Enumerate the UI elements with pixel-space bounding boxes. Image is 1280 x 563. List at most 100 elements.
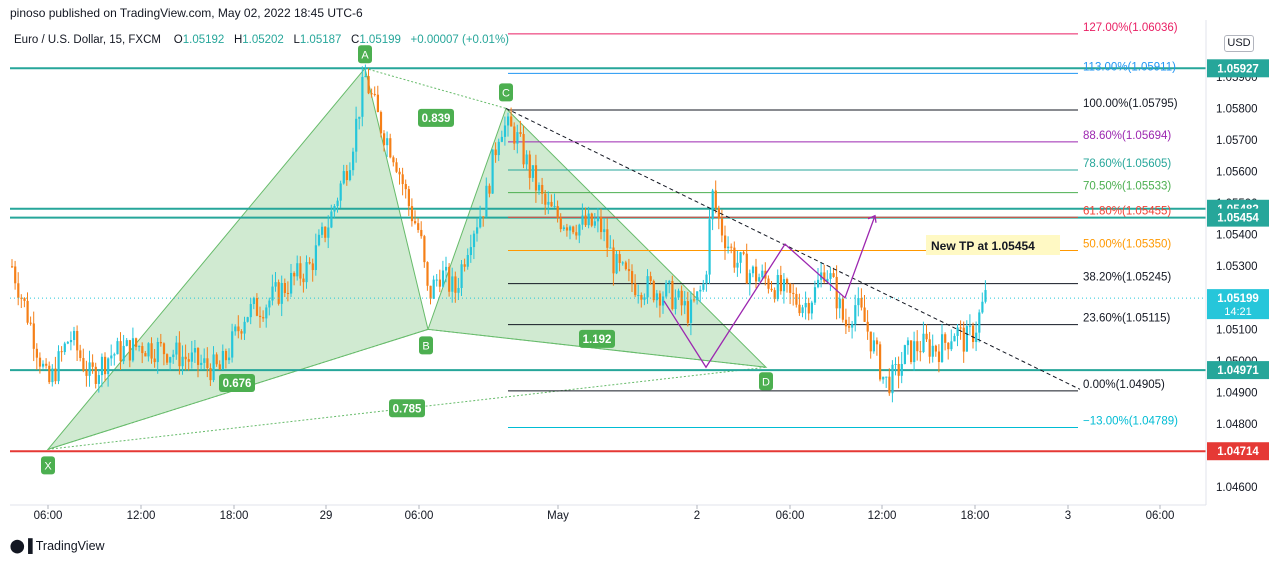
open-value: 1.05192 bbox=[182, 34, 225, 46]
close-label: C bbox=[351, 34, 360, 46]
candle-body bbox=[720, 218, 724, 236]
candle-body bbox=[962, 327, 965, 352]
candle-body bbox=[228, 357, 231, 361]
ratio-label: 0.676 bbox=[223, 378, 252, 390]
candle-body bbox=[978, 312, 981, 333]
fib-level-label: 100.00%(1.05795) bbox=[1083, 98, 1178, 110]
change-value: +0.00007 (+0.01%) bbox=[410, 34, 509, 46]
candle-body bbox=[584, 215, 587, 226]
candle-body bbox=[953, 335, 956, 342]
candle-body bbox=[184, 356, 187, 360]
candle-body bbox=[838, 298, 841, 309]
candle-body bbox=[246, 317, 249, 322]
candle-body bbox=[386, 138, 389, 146]
candle-body bbox=[122, 345, 125, 362]
time-tick-label: May bbox=[547, 510, 569, 522]
candle-body bbox=[891, 364, 894, 394]
candle-body bbox=[507, 116, 510, 126]
candle-body bbox=[169, 357, 172, 363]
candle-body bbox=[91, 362, 94, 367]
tradingview-logo-icon: ⬤▐ bbox=[10, 538, 33, 553]
candle-body bbox=[804, 302, 807, 308]
candle-body bbox=[925, 333, 928, 340]
fib-level-label: 61.80%(1.05455) bbox=[1083, 205, 1171, 217]
candle-body bbox=[339, 183, 342, 201]
candle-body bbox=[882, 376, 885, 380]
pattern-point-label-a: A bbox=[361, 49, 369, 61]
candle-body bbox=[510, 116, 513, 127]
candle-body bbox=[119, 341, 122, 362]
candle-body bbox=[686, 301, 689, 323]
candle-body bbox=[550, 201, 553, 207]
candle-body bbox=[649, 276, 652, 282]
candle-body bbox=[172, 354, 175, 358]
candle-body bbox=[370, 93, 373, 95]
candle-body bbox=[875, 340, 879, 345]
candle-body bbox=[153, 358, 156, 363]
pattern-ratio-line bbox=[364, 67, 507, 109]
candle-body bbox=[407, 189, 410, 207]
candle-body bbox=[305, 262, 308, 283]
candle-body bbox=[51, 368, 54, 383]
level-tag-bg bbox=[1207, 361, 1269, 380]
time-tick-label: 29 bbox=[320, 510, 333, 522]
candle-body bbox=[779, 275, 782, 292]
candle-body bbox=[959, 327, 962, 329]
candle-body bbox=[361, 76, 364, 117]
candle-body bbox=[587, 213, 590, 226]
candle-body bbox=[928, 339, 931, 357]
candle-body bbox=[631, 271, 634, 284]
candle-body bbox=[218, 364, 221, 370]
candle-body bbox=[187, 359, 190, 362]
candle-body bbox=[463, 264, 466, 267]
candle-body bbox=[903, 345, 906, 364]
candle-body bbox=[479, 216, 482, 228]
symbol-name[interactable]: Euro / U.S. Dollar, 15, FXCM bbox=[14, 34, 161, 46]
candle-body bbox=[417, 223, 420, 230]
candle-body bbox=[271, 286, 274, 301]
candle-body bbox=[88, 362, 91, 376]
open-label: O bbox=[173, 34, 183, 46]
currency-button[interactable]: USD bbox=[1224, 35, 1254, 52]
candle-body bbox=[317, 234, 321, 246]
time-tick-label: 06:00 bbox=[405, 510, 434, 522]
candle-body bbox=[79, 350, 82, 359]
drawings: X A B C D 0.839 0.676 1.192 0.785 New TP at 1.054… bbox=[10, 45, 1206, 475]
candle-body bbox=[711, 190, 714, 220]
candle-body bbox=[60, 351, 63, 353]
candle-body bbox=[717, 208, 720, 219]
candle-body bbox=[432, 279, 435, 299]
candle-body bbox=[193, 348, 197, 353]
candle-body bbox=[166, 354, 169, 363]
candle-body bbox=[724, 235, 727, 249]
candle-body bbox=[286, 292, 290, 294]
candle-body bbox=[110, 355, 113, 359]
candle-body bbox=[708, 219, 711, 275]
candle-body bbox=[159, 342, 162, 344]
level-tag-bg bbox=[1207, 208, 1269, 227]
candle-body bbox=[572, 226, 575, 233]
candle-body bbox=[321, 226, 324, 235]
candle-body bbox=[817, 279, 820, 288]
candle-body bbox=[683, 301, 686, 306]
candle-body bbox=[488, 185, 491, 194]
candle-body bbox=[497, 141, 500, 156]
projection-arrow-icon bbox=[867, 214, 877, 223]
candle-body bbox=[441, 270, 445, 287]
candle-body bbox=[32, 323, 35, 349]
candle-body bbox=[324, 226, 327, 238]
candle-body bbox=[327, 227, 330, 238]
candle-body bbox=[885, 376, 888, 378]
price-tick-label: 1.04800 bbox=[1216, 419, 1258, 431]
candle-body bbox=[742, 252, 745, 254]
candle-body bbox=[389, 138, 392, 158]
candle-body bbox=[860, 298, 863, 308]
harmonic-pattern bbox=[46, 67, 768, 451]
candle-body bbox=[609, 247, 612, 249]
candle-body bbox=[476, 227, 479, 234]
candle-body bbox=[544, 193, 547, 205]
candle-body bbox=[104, 356, 107, 375]
candle-body bbox=[866, 321, 869, 332]
candle-body bbox=[333, 206, 336, 212]
